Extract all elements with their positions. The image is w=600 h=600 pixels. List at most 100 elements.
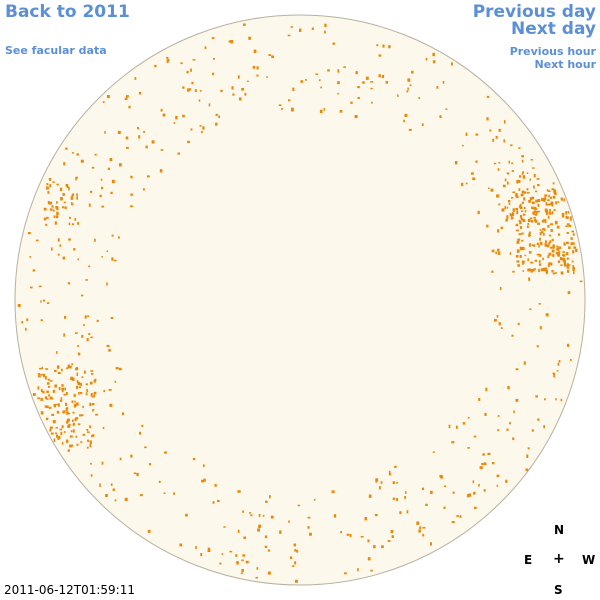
facula-speck [187, 140, 190, 144]
facula-speck [496, 474, 500, 478]
facula-speck [39, 367, 42, 370]
facula-speck [527, 218, 531, 222]
facula-speck [107, 167, 110, 170]
facula-speck [37, 373, 41, 376]
facula-speck [71, 363, 74, 366]
facula-speck [242, 554, 246, 557]
facula-speck [519, 214, 523, 219]
facula-speck [508, 160, 510, 164]
facula-speck [291, 565, 295, 567]
facula-speck [570, 237, 573, 240]
compass-north-label: N [554, 523, 565, 537]
facula-speck [565, 211, 567, 215]
compass-west-label: W [582, 553, 596, 567]
facula-speck [40, 300, 42, 303]
facula-speck [40, 319, 43, 322]
facula-speck [80, 294, 84, 297]
facula-speck [539, 326, 542, 330]
facula-speck [89, 425, 92, 429]
facula-speck [430, 542, 432, 546]
facula-speck [407, 87, 409, 91]
facula-speck [513, 410, 515, 414]
facula-speck [554, 192, 557, 195]
facula-speck [76, 193, 78, 197]
facula-speck [40, 397, 43, 401]
facula-speck [91, 373, 94, 375]
facula-speck [549, 203, 552, 206]
facula-speck [241, 559, 244, 562]
facula-speck [422, 526, 426, 529]
facula-speck [545, 212, 548, 216]
facula-speck [540, 268, 544, 272]
facula-speck [566, 266, 570, 269]
previous-hour-link[interactable]: Previous hour [509, 45, 596, 58]
facula-speck [573, 246, 577, 249]
facula-speck [535, 210, 539, 213]
facula-speck [307, 516, 311, 519]
facula-speck [516, 180, 519, 183]
facula-speck [77, 258, 80, 261]
facula-speck [520, 206, 523, 210]
facula-speck [560, 271, 564, 275]
back-to-year-link[interactable]: Back to 2011 [5, 2, 130, 22]
facula-speck [350, 101, 353, 104]
see-facular-data-link[interactable]: See facular data [5, 44, 107, 57]
next-day-link[interactable]: Next day [511, 19, 596, 39]
facula-speck [346, 533, 350, 536]
facula-speck [167, 59, 170, 62]
facula-speck [527, 223, 530, 225]
previous-day-link[interactable]: Previous day [472, 2, 596, 22]
facula-speck [207, 547, 211, 551]
facula-speck [53, 438, 56, 442]
facula-speck [552, 372, 556, 375]
facula-speck [364, 517, 368, 521]
facula-speck [570, 218, 572, 221]
facula-speck [91, 434, 95, 437]
facula-speck [309, 532, 312, 536]
facula-speck [544, 398, 546, 401]
facula-speck [491, 249, 495, 253]
facula-speck [43, 207, 47, 211]
facula-speck [80, 159, 84, 163]
facula-speck [30, 286, 33, 289]
facula-speck [81, 414, 84, 417]
facula-speck [56, 201, 58, 204]
facula-speck [422, 533, 425, 537]
facula-speck [114, 380, 117, 383]
facula-speck [315, 73, 318, 76]
facula-speck [500, 327, 503, 330]
facula-speck [96, 319, 99, 322]
facula-speck [333, 514, 337, 518]
facula-speck [173, 122, 176, 124]
facula-speck [256, 74, 259, 77]
facula-speck [56, 434, 58, 438]
facula-speck [53, 209, 55, 212]
facula-speck [76, 443, 79, 446]
facula-speck [89, 440, 92, 444]
facula-speck [59, 399, 63, 402]
facula-speck [370, 87, 373, 90]
next-hour-link[interactable]: Next hour [534, 58, 597, 71]
facula-speck [550, 223, 553, 226]
facula-speck [79, 414, 82, 417]
facula-speck [90, 370, 93, 372]
facula-speck [89, 381, 93, 385]
facula-speck [63, 201, 66, 204]
facula-speck [399, 511, 402, 515]
facula-speck [452, 491, 455, 494]
facula-speck [507, 386, 510, 390]
facula-speck [119, 457, 122, 461]
compass-east-label: E [524, 553, 533, 567]
facula-speck [535, 212, 538, 216]
facula-speck [235, 554, 238, 557]
facula-speck [472, 177, 476, 181]
facula-speck [518, 233, 522, 236]
observation-timestamp: 2011-06-12T01:59:11 [4, 583, 135, 597]
facula-speck [515, 398, 519, 402]
facula-speck [522, 213, 526, 216]
facula-speck [86, 388, 88, 392]
facula-speck [382, 44, 385, 48]
facula-speck [236, 561, 239, 565]
facula-speck [52, 181, 55, 183]
facula-speck [262, 514, 265, 517]
